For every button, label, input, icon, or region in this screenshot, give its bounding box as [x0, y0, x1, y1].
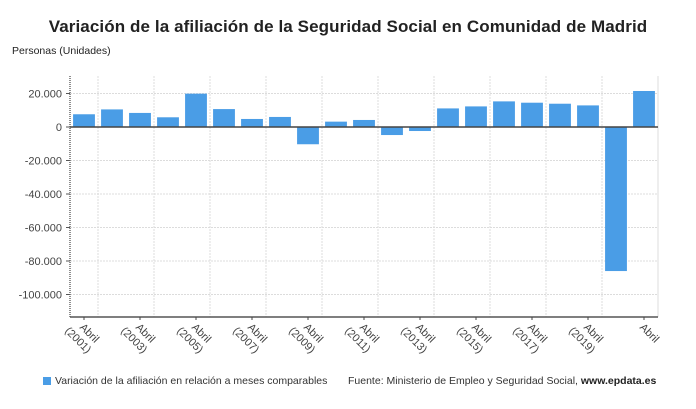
y-tick-label: -20.000 [25, 156, 62, 168]
x-tick-label: Abril(2005) [174, 321, 213, 356]
bar [437, 108, 459, 127]
y-tick-label: -80.000 [25, 256, 62, 268]
bar [241, 118, 263, 127]
bar [381, 127, 403, 136]
bar [549, 103, 571, 127]
bar [577, 105, 599, 127]
source-site: www.epdata.es [580, 375, 657, 387]
bar [185, 93, 207, 127]
y-tick-label: -100.000 [19, 290, 62, 302]
bar [465, 106, 487, 127]
bar [353, 119, 375, 127]
x-tick-label: Abril(2009) [286, 321, 325, 356]
bar [605, 127, 627, 272]
gridlines [70, 76, 659, 317]
x-tick-label: Abril(2019) [566, 321, 605, 356]
x-tick-label: Abril(2013) [398, 321, 437, 356]
source-note: Fuente: Ministerio de Empleo y Seguridad… [348, 375, 656, 387]
bar [521, 102, 543, 127]
y-tick-label: 0 [56, 122, 62, 134]
x-tick-label: Abril(2007) [230, 321, 269, 356]
bar [213, 109, 235, 127]
x-tick-label: Abril [637, 321, 661, 345]
bars [73, 90, 655, 272]
x-tick-label-month: Abril [637, 321, 661, 345]
x-ticks: Abril(2001) Abril(2003) Abril(2005) Abril(2… [62, 317, 661, 356]
legend: Variación de la afiliación en relación a… [43, 375, 327, 387]
bar [297, 127, 319, 145]
y-axis-label: Personas (Unidades) [12, 45, 111, 57]
bar [129, 112, 151, 127]
bar [73, 114, 95, 127]
y-ticks: 20.000 0 -20.000 -40.000 -60.000 -80.000 -100.… [19, 89, 70, 302]
chart-title: Variación de la afiliación de la Segurid… [48, 17, 648, 36]
bar [101, 109, 123, 127]
bar [325, 121, 347, 127]
y-tick-label: -40.000 [25, 189, 62, 201]
x-tick-label: Abril(2015) [454, 321, 493, 356]
y-tick-label: -60.000 [25, 223, 62, 235]
bar [157, 117, 179, 127]
x-tick-label: Abril(2003) [118, 321, 157, 356]
bar [269, 116, 291, 127]
bar [633, 90, 655, 127]
y-tick-label: 20.000 [28, 89, 62, 101]
bar [409, 127, 431, 132]
x-tick-label: Abril(2001) [62, 321, 101, 356]
legend-label: Variación de la afiliación en relación a… [55, 375, 328, 387]
x-tick-label: Abril(2011) [342, 321, 381, 355]
bar [493, 101, 515, 127]
legend-swatch [43, 377, 51, 385]
source-prefix: Fuente: Ministerio de Empleo y Seguridad… [348, 375, 581, 387]
x-tick-label: Abril(2017) [510, 321, 549, 356]
